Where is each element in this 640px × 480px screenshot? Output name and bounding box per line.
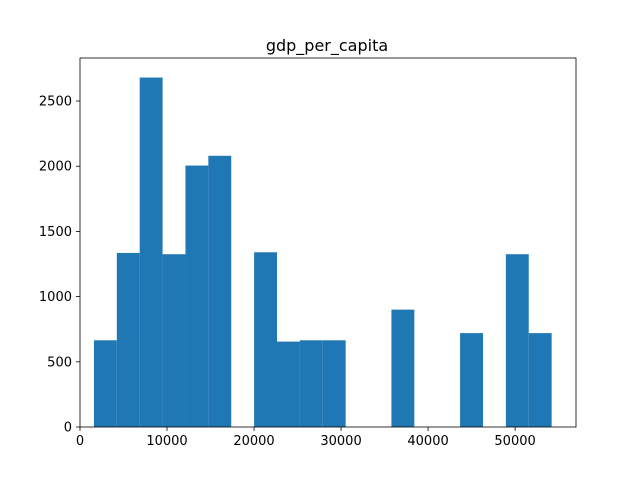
bars-layer [93,77,552,428]
y-tick-label: 2000 [39,160,72,175]
histogram-bar-4 [185,165,209,427]
histogram-bar-3 [162,254,186,427]
chart-title: gdp_per_capita [266,36,388,56]
histogram-bar-2 [139,77,163,427]
x-tick-label: 50000 [494,434,535,449]
histogram-bar-0 [93,340,117,427]
y-tick-label: 1000 [39,290,72,305]
histogram-bar-16 [460,333,483,427]
y-tick-label: 0 [64,421,72,436]
x-tick-label: 40000 [407,434,448,449]
y-tick-label: 1500 [39,225,72,240]
histogram-bar-19 [528,333,552,427]
x-tick-label: 20000 [233,434,274,449]
plot-frame [79,57,577,428]
histogram-bar-10 [322,340,346,427]
x-tick-label: 30000 [320,434,361,449]
histogram-bar-18 [505,254,529,427]
x-tick-label: 0 [76,434,84,449]
y-tick-label: 500 [47,355,72,370]
histogram-bar-8 [277,341,300,427]
axes-layer: 0 10000 20000 30000 40000 50000 0 500 1000 1500 20… [39,57,577,449]
x-tick-label: 10000 [146,434,187,449]
histogram-bar-7 [254,252,278,427]
histogram-bar-9 [299,340,323,427]
histogram-bar-5 [208,155,232,428]
histogram-bar-13 [391,309,415,427]
histogram-bar-1 [116,252,140,427]
y-tick-label: 2500 [39,95,72,110]
